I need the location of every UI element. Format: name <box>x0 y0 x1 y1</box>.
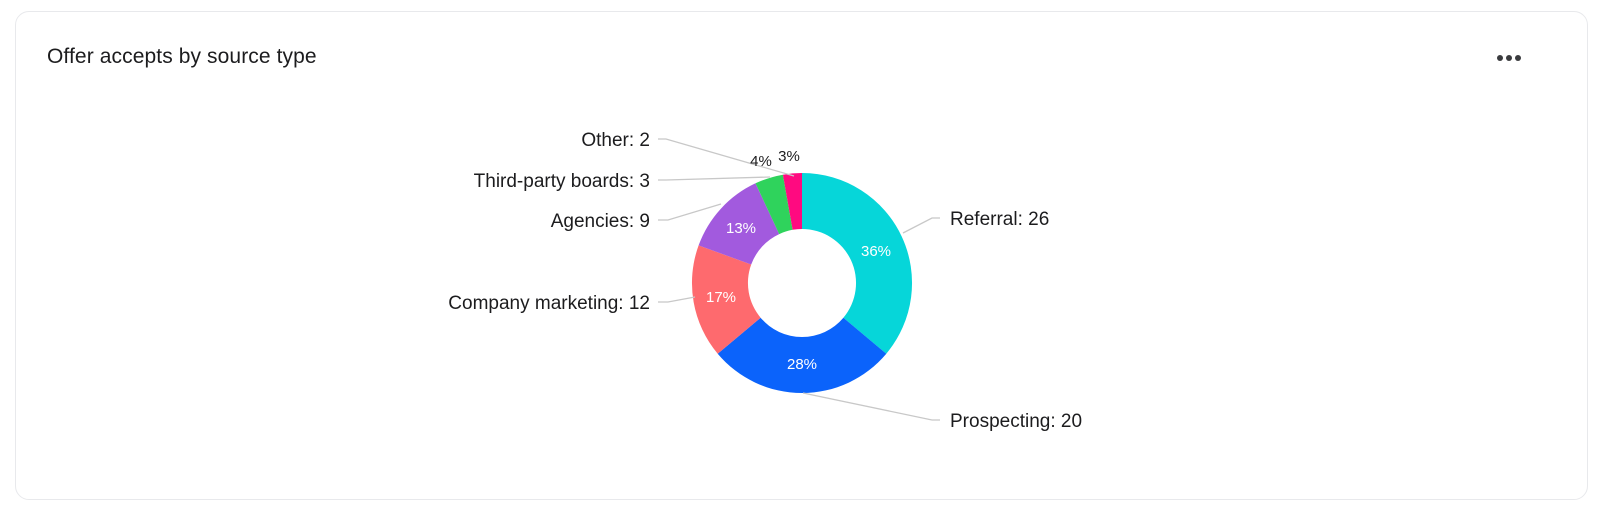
label-agencies: Agencies: 9 <box>551 211 650 232</box>
leader-line-other <box>658 138 795 177</box>
dot <box>1497 55 1503 61</box>
leader-line-company-marketing <box>658 296 696 303</box>
leader-line-prospecting <box>802 392 940 421</box>
slice-company-marketing[interactable] <box>691 245 761 354</box>
pct-third-party-boards: 4% <box>750 153 772 170</box>
pct-company-marketing: 17% <box>706 289 736 306</box>
dot <box>1506 55 1512 61</box>
leader-line-third-party <box>658 176 771 181</box>
label-other: Other: 2 <box>581 130 650 151</box>
slice-other[interactable] <box>782 173 802 230</box>
pct-other: 3% <box>778 148 800 165</box>
leader-line-referral <box>902 217 940 234</box>
dot <box>1515 55 1521 61</box>
slice-agencies[interactable] <box>698 183 780 265</box>
chart-card: Offer accepts by source type <box>15 11 1588 500</box>
pct-referral: 36% <box>861 243 891 260</box>
pct-prospecting: 28% <box>787 356 817 373</box>
label-company-marketing: Company marketing: 12 <box>448 293 650 314</box>
slice-third-party-boards[interactable] <box>755 174 793 235</box>
slice-prospecting[interactable] <box>717 317 887 394</box>
label-prospecting: Prospecting: 20 <box>950 411 1082 432</box>
slice-referral[interactable] <box>802 173 913 354</box>
leader-line-agencies <box>658 203 722 221</box>
label-referral: Referral: 26 <box>950 209 1049 230</box>
card-title: Offer accepts by source type <box>47 45 317 68</box>
label-third-party-boards: Third-party boards: 3 <box>474 171 650 192</box>
leader-lines <box>658 138 940 421</box>
pct-agencies: 13% <box>726 220 756 237</box>
more-options-icon[interactable] <box>1491 46 1527 70</box>
